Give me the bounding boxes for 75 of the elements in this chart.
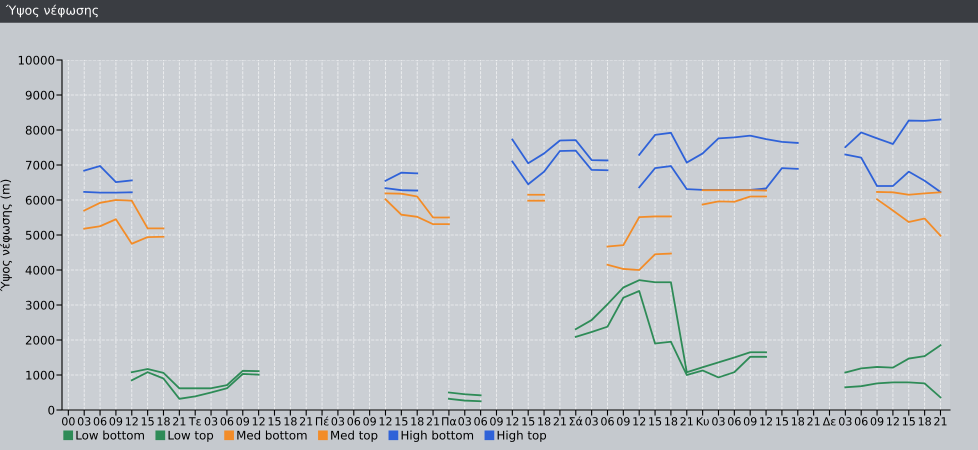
y-tick-label: 3000	[26, 300, 54, 310]
x-tick-label: 09	[363, 417, 376, 426]
x-tick-label: 06	[728, 417, 741, 426]
y-tick-label: 8000	[26, 126, 54, 135]
x-tick-label: Τε	[188, 417, 201, 426]
x-tick-label: 06	[347, 417, 360, 426]
x-tick-label: 18	[158, 417, 170, 426]
x-tick-label: 06	[94, 417, 106, 426]
x-tick-label: 15	[395, 417, 408, 426]
x-tick-label: 15	[776, 417, 788, 426]
legend-label: High top	[498, 430, 546, 442]
x-tick-label: 21	[173, 417, 186, 426]
x-tick-label: 18	[411, 417, 424, 426]
x-tick-label: 18	[284, 417, 297, 426]
x-tick-label: 12	[380, 417, 392, 426]
x-tick-label: 18	[792, 417, 804, 426]
x-tick-label: 21	[934, 417, 947, 426]
x-tick-label: 06	[601, 417, 614, 426]
x-tick-label: 21	[680, 417, 693, 426]
x-tick-label: 03	[204, 417, 218, 426]
x-tick-label: 03	[839, 417, 852, 426]
legend-label: Med top	[331, 430, 378, 442]
x-tick-label: 15	[649, 417, 662, 426]
y-tick-label: 6000	[26, 196, 54, 205]
x-tick-label: 09	[870, 417, 884, 426]
x-tick-label: 09	[110, 417, 122, 426]
y-tick-label: 5000	[26, 230, 54, 240]
x-tick-label: 15	[268, 417, 281, 426]
y-axis-title: Ύψος νέφωσης (m)	[0, 180, 12, 292]
x-tick-label: 06	[854, 417, 868, 426]
x-tick-label: 15	[522, 417, 534, 426]
x-tick-label: 03	[78, 417, 90, 426]
x-tick-label: 09	[490, 417, 503, 426]
x-tick-label: 21	[554, 417, 566, 426]
y-tick-label: 0	[48, 406, 54, 415]
legend-label: Low top	[168, 430, 214, 442]
x-tick-label: 21	[807, 417, 820, 426]
legend-label: High bottom	[402, 430, 474, 442]
x-tick-label: 18	[665, 417, 678, 426]
y-tick-label: 2000	[26, 336, 54, 345]
legend-label: Low bottom	[76, 430, 144, 440]
x-tick-label: Σά	[570, 416, 582, 426]
x-tick-label: 12	[126, 417, 138, 426]
x-tick-label: 00	[62, 417, 75, 426]
x-tick-label: 21	[426, 417, 440, 426]
x-tick-label: 03	[332, 417, 344, 426]
x-tick-label: 15	[902, 417, 915, 426]
y-tick-label: 9000	[26, 90, 54, 100]
chart-title: Ύψος νέφωσης	[6, 4, 98, 18]
y-tick-label: 7000	[26, 160, 54, 170]
x-tick-label: 03	[712, 417, 725, 426]
x-tick-label: 12	[252, 417, 265, 426]
x-tick-label: 09	[236, 417, 250, 426]
x-tick-label: 03	[585, 417, 598, 426]
y-tick-label: 1000	[26, 370, 54, 380]
x-tick-label: Πα	[442, 417, 456, 426]
x-tick-label: 12	[633, 417, 646, 426]
y-tick-label: 4000	[26, 266, 54, 275]
x-tick-label: Δε	[822, 417, 836, 426]
y-tick-label: 10000	[18, 56, 54, 65]
x-tick-label: 03	[458, 417, 471, 426]
x-tick-label: Πέ	[316, 416, 328, 426]
x-tick-label: 12	[506, 417, 518, 426]
x-tick-label: 18	[918, 417, 931, 426]
x-tick-label: 15	[142, 417, 154, 426]
x-tick-label: 12	[760, 417, 772, 426]
x-tick-label: 06	[220, 417, 234, 426]
x-tick-label: 06	[474, 417, 487, 426]
x-tick-label: 09	[744, 417, 756, 426]
x-tick-label: Κυ	[696, 417, 709, 426]
legend-label: Med bottom	[237, 430, 307, 440]
x-tick-label: 18	[538, 417, 550, 426]
x-tick-label: 12	[887, 417, 899, 426]
x-tick-label: 09	[617, 417, 630, 426]
x-tick-label: 21	[300, 417, 312, 426]
